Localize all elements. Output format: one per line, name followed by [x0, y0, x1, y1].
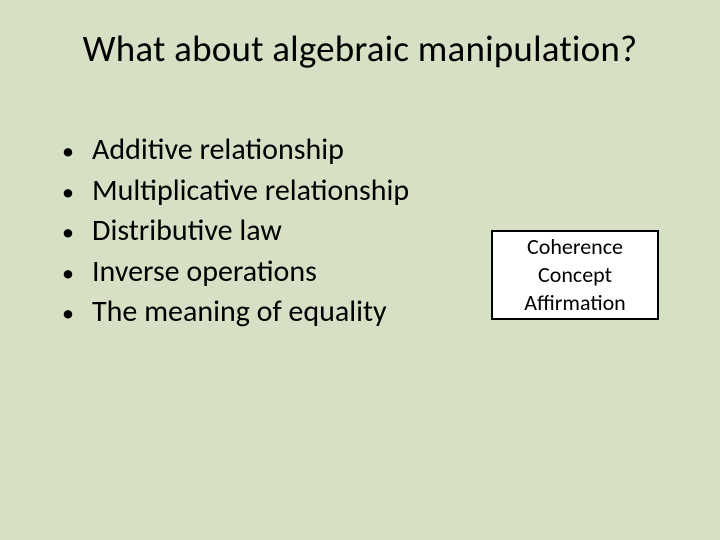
bullet-dot-icon: • — [62, 177, 92, 209]
bullet-text: Multiplicative relationship — [92, 171, 409, 212]
bullet-item: • Multiplicative relationship — [62, 171, 409, 212]
bullet-text: Additive relationship — [92, 130, 344, 171]
bullet-item: • Distributive law — [62, 211, 409, 252]
bullet-text: The meaning of equality — [92, 292, 387, 333]
bullet-dot-icon: • — [62, 217, 92, 249]
bullet-text: Inverse operations — [92, 252, 317, 293]
callout-line: Coherence — [527, 233, 623, 261]
bullet-text: Distributive law — [92, 211, 282, 252]
callout-line: Affirmation — [524, 289, 626, 317]
bullet-item: • Additive relationship — [62, 130, 409, 171]
bullet-list: • Additive relationship • Multiplicative… — [62, 130, 409, 333]
bullet-dot-icon: • — [62, 136, 92, 168]
bullet-item: • The meaning of equality — [62, 292, 409, 333]
bullet-dot-icon: • — [62, 258, 92, 290]
bullet-list-container: • Additive relationship • Multiplicative… — [62, 130, 409, 333]
bullet-dot-icon: • — [62, 298, 92, 330]
slide-title: What about algebraic manipulation? — [0, 26, 720, 71]
bullet-item: • Inverse operations — [62, 252, 409, 293]
callout-line: Concept — [538, 261, 612, 289]
callout-box: Coherence Concept Affirmation — [491, 230, 659, 320]
